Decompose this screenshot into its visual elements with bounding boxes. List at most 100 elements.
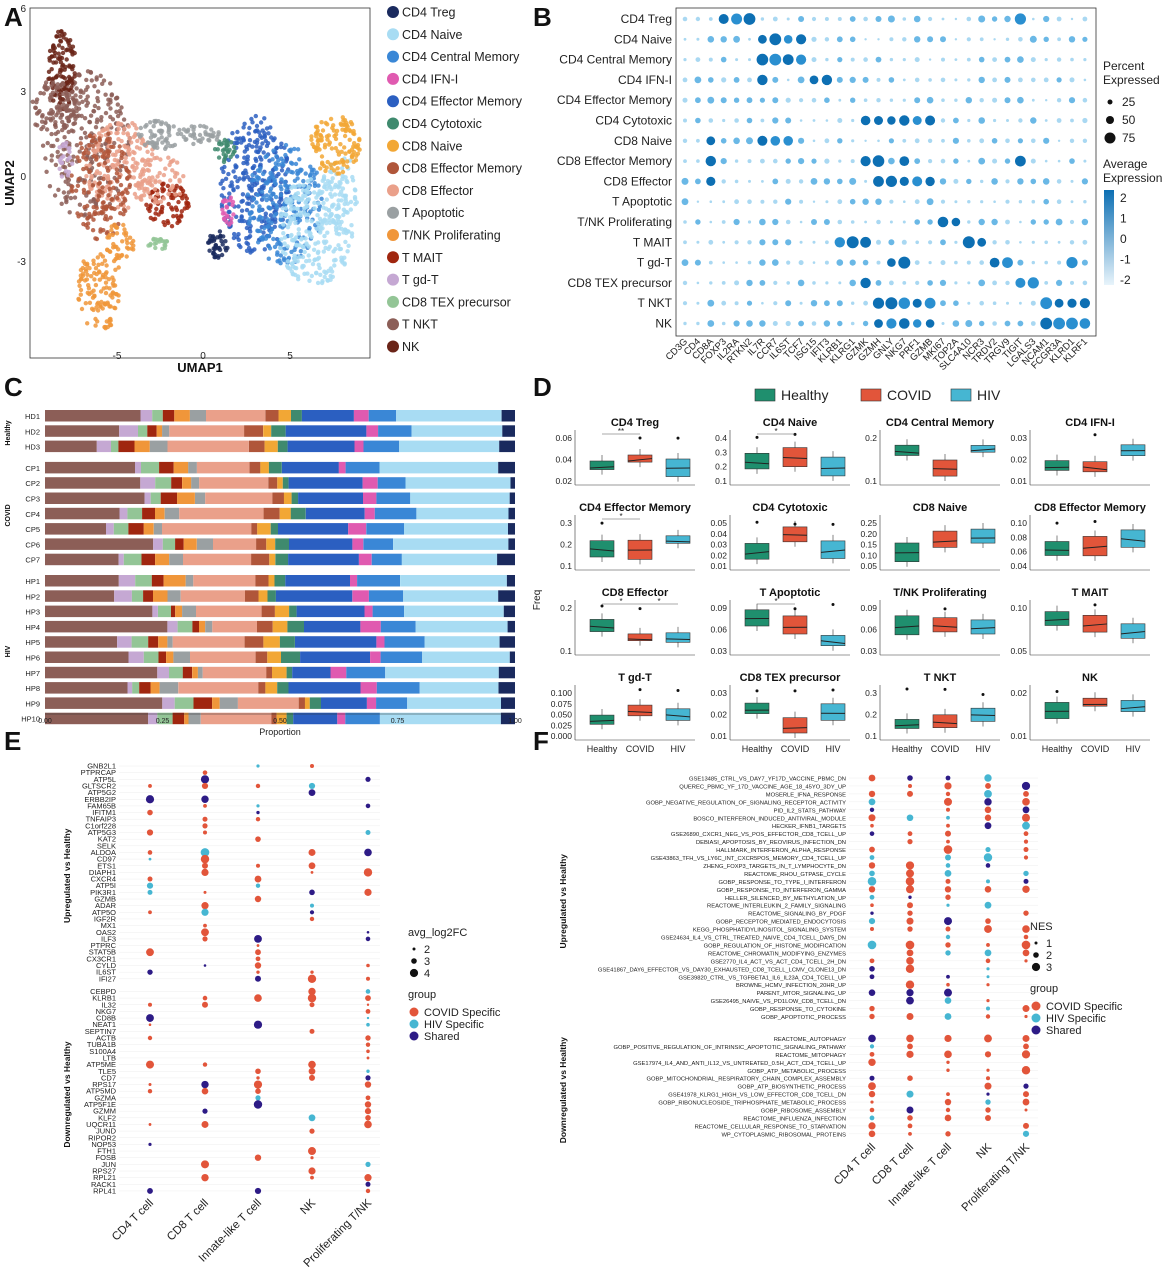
dotplot-row-label: GSE43863_TFH_VS_LY6C_INT_CXCR5POS_MEMORY… (651, 856, 846, 862)
umap-point (221, 140, 226, 146)
proportion-segment (45, 492, 145, 504)
umap-point (296, 227, 301, 232)
proportion-segment (202, 666, 267, 679)
dotplot-dot (836, 36, 843, 43)
proportion-segment (45, 697, 163, 709)
umap-point (304, 241, 309, 246)
proportion-segment (289, 538, 353, 550)
dotplot-dot (869, 855, 875, 860)
boxplot-box (970, 528, 996, 544)
dotplot-dot (825, 281, 829, 285)
panel-letter-c: C (4, 372, 23, 402)
umap-point (340, 169, 346, 175)
dotplot-dot (944, 1098, 952, 1106)
umap-point (60, 50, 66, 56)
boxplot-ytick: 0.025 (551, 720, 573, 730)
umap-point (107, 122, 113, 128)
dotplot-dot (201, 782, 209, 790)
dotplot-dot (906, 1034, 914, 1043)
dotplot-dot (952, 137, 960, 144)
proportion-segment (189, 410, 206, 422)
umap-point (270, 227, 275, 232)
umap-point (46, 76, 51, 82)
umap-point (91, 143, 96, 149)
dotplot-dot (868, 1082, 876, 1091)
umap-legend-label: CD8 Naive (402, 139, 462, 153)
dotplot-dot (1015, 155, 1026, 167)
dotplot-dot (907, 1043, 913, 1050)
proportion-segment (281, 461, 339, 474)
dotplot-dot (761, 301, 764, 305)
proportion-segment (275, 538, 289, 550)
umap-point (340, 115, 345, 120)
umap-point (334, 231, 339, 236)
umap-point (285, 244, 290, 249)
umap-point (94, 236, 100, 242)
umap-point (160, 186, 165, 191)
dotplot-dot (721, 77, 727, 83)
dotplot-dot (849, 259, 856, 266)
umap-point (97, 131, 102, 136)
umap-point (164, 144, 169, 149)
umap-point (336, 219, 342, 225)
umap-point (252, 139, 258, 145)
umap-point (258, 235, 264, 241)
umap-point (108, 106, 113, 111)
umap-point (92, 294, 97, 299)
proportion-xtick: 0.50 (273, 718, 287, 725)
dotplot-dot (901, 239, 907, 245)
boxplot-box (589, 460, 615, 470)
dotplot-dot (735, 261, 738, 264)
dotplot-dot (860, 156, 871, 167)
dotplot-dot (876, 77, 881, 82)
umap-point (288, 219, 293, 225)
dotplot-dot (1004, 97, 1011, 104)
boxplot-median (820, 467, 846, 469)
umap-point (53, 124, 58, 130)
umap-point (251, 216, 256, 221)
umap-point (211, 250, 216, 256)
dotplot-dot (201, 795, 209, 803)
dotplot-dot (867, 940, 877, 950)
dotplot-dot (944, 988, 952, 997)
dotplot-dot (720, 97, 727, 104)
dotplot-dot (1043, 137, 1050, 144)
proportion-segment (288, 553, 359, 566)
proportion-segment (183, 553, 252, 566)
proportion-segment (45, 590, 115, 602)
umap-point (304, 218, 310, 223)
proportion-segment (293, 712, 338, 725)
boxplot-box (627, 454, 653, 463)
umap-point (77, 202, 83, 207)
dotplot-dot (864, 38, 867, 41)
boxplot-facet-title: CD4 Naive (763, 417, 817, 429)
dotplot-dot (759, 218, 766, 226)
dotplot-dot (682, 280, 688, 286)
dotplot-dot (913, 319, 922, 328)
dotplot-dot (868, 862, 876, 869)
umap-point (217, 141, 222, 147)
dotplot-row-label: RACK1 (91, 1180, 116, 1189)
dotplot-dot (868, 774, 876, 782)
proportion-segment (372, 605, 405, 618)
umap-point (184, 196, 189, 201)
umap-point (229, 220, 234, 225)
dotplot-dot (967, 200, 971, 204)
umap-point (278, 246, 283, 251)
dotplot-dot (695, 117, 701, 124)
boxplot-sig-mark: * (619, 597, 622, 606)
dotplot-row-label: QUEREC_PBMC_YF_17D_VACCINE_AGE_18_45YO_3… (679, 784, 846, 790)
umap-point (50, 90, 56, 95)
dotplot-dot (256, 804, 260, 808)
umap-point (166, 127, 172, 133)
dotplot-dot (200, 775, 210, 784)
dotplot-dot (989, 257, 1000, 268)
umap-point (169, 159, 174, 164)
umap-point (166, 124, 172, 129)
boxplot-ytick: 0.000 (551, 731, 573, 741)
dotplot-row-label: S100A4 (89, 1047, 116, 1056)
umap-point (224, 147, 229, 152)
boxplot-legend-label: HIV (977, 387, 1001, 403)
